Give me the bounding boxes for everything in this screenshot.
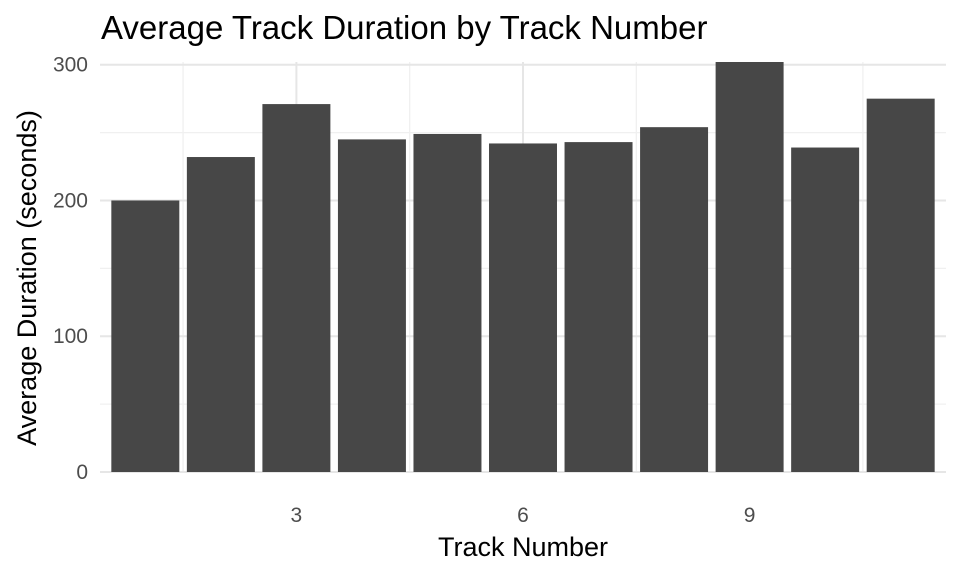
x-axis-title: Track Number	[438, 532, 608, 562]
y-tick-label: 300	[53, 54, 88, 77]
bar	[866, 98, 935, 472]
y-tick-label: 0	[76, 461, 88, 484]
bar	[791, 147, 860, 473]
x-tick-label: 3	[291, 504, 303, 527]
bar	[640, 127, 709, 473]
chart-title: Average Track Duration by Track Number	[101, 9, 707, 46]
bar	[413, 133, 482, 472]
y-axis-title: Average Duration (seconds)	[12, 110, 42, 446]
bar	[111, 200, 180, 473]
y-tick-label: 200	[53, 189, 88, 212]
bar	[489, 143, 557, 472]
x-tick-label: 9	[744, 504, 756, 527]
tick-labels: 0 100 200 300 3 6 9	[53, 54, 755, 527]
x-tick-label: 6	[517, 504, 529, 527]
bar	[186, 157, 255, 472]
bar	[337, 139, 406, 473]
bar	[262, 104, 331, 472]
bar	[564, 142, 633, 472]
bar	[715, 62, 784, 472]
bars	[111, 62, 935, 473]
y-tick-label: 100	[53, 325, 88, 348]
